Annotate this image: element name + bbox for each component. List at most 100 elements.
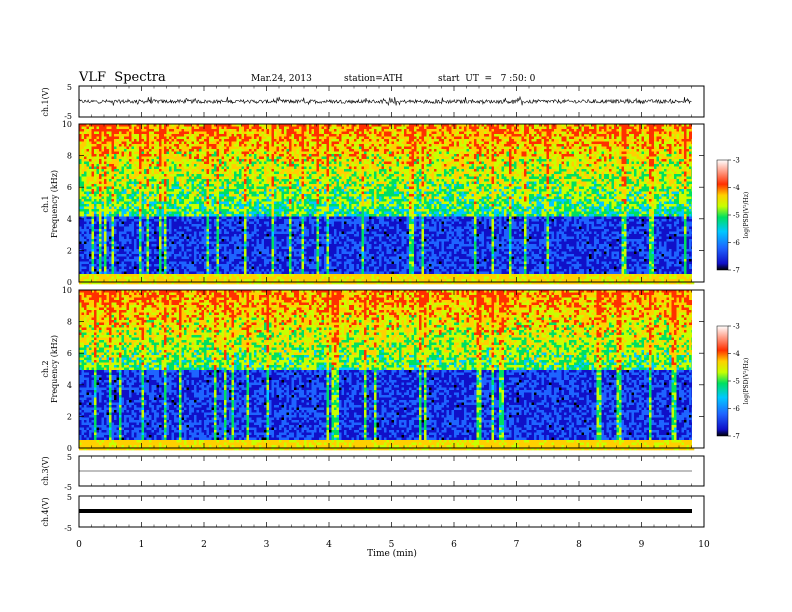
spectrogram-cell (139, 229, 142, 232)
spectrogram-cell (117, 237, 120, 240)
spectrogram-cell (159, 142, 162, 145)
spectrogram-cell (124, 209, 127, 212)
spectrogram-cell (149, 144, 152, 147)
spectrogram-cell (159, 169, 162, 172)
spectrogram-cell (184, 142, 187, 145)
spectrogram-cell (112, 234, 115, 237)
spectrogram-cell (167, 174, 170, 177)
spectrogram-cell (112, 129, 115, 132)
spectrogram-cell (127, 172, 130, 175)
spectrogram-cell (162, 267, 165, 270)
spectrogram-cell (89, 137, 92, 140)
spectrogram-cell (129, 129, 132, 132)
spectrogram-cell (107, 184, 110, 187)
spectrogram-cell (149, 159, 152, 162)
spectrogram-cell (87, 192, 90, 195)
spectrogram-cell (154, 157, 157, 160)
spectrogram-cell (149, 239, 152, 242)
spectrogram-cell (82, 194, 85, 197)
spectrogram-cell (182, 157, 185, 160)
spectrogram-cell (102, 262, 105, 265)
spectrogram-cell (187, 202, 190, 205)
spectrogram-cell (124, 242, 127, 245)
spectrogram-cell (92, 214, 95, 217)
spectrogram-cell (132, 227, 135, 230)
spectrogram-cell (147, 149, 150, 152)
spectrogram-cell (172, 142, 175, 145)
spectrogram-cell (164, 252, 167, 255)
spectrogram-cell (122, 152, 125, 155)
spectrogram-cell (82, 144, 85, 147)
spectrogram-cell (127, 207, 130, 210)
spectrogram-cell (162, 164, 165, 167)
spectrogram-cell (144, 222, 147, 225)
spectrogram-cell (107, 234, 110, 237)
spectrogram-cell (137, 252, 140, 255)
spectrogram-cell (177, 217, 180, 220)
spectrogram-cell (167, 164, 170, 167)
spectrogram-cell (139, 219, 142, 222)
spectrogram-cell (87, 129, 90, 132)
spectrogram-cell (169, 182, 172, 185)
spectrogram-cell (139, 169, 142, 172)
spectrogram-cell (119, 129, 122, 132)
spectrogram-cell (147, 174, 150, 177)
spectrogram-cell (104, 152, 107, 155)
spectrogram-cell (112, 259, 115, 262)
spectrogram-cell (154, 272, 157, 275)
spectrogram-cell (142, 182, 145, 185)
spectrogram-cell (99, 157, 102, 160)
spectrogram-cell (117, 132, 120, 135)
spectrogram-cell (119, 237, 122, 240)
spectrogram-cell (159, 174, 162, 177)
spectrogram-cell (109, 272, 112, 275)
spectrogram-cell (149, 247, 152, 250)
spectrogram-cell (174, 137, 177, 140)
spectrogram-cell (97, 277, 100, 280)
spectrogram-cell (152, 152, 155, 155)
spectrogram-cell (107, 182, 110, 185)
spectrogram-cell (129, 214, 132, 217)
spectrogram-cell (177, 172, 180, 175)
spectrogram-cell (139, 162, 142, 165)
spectrogram-cell (174, 229, 177, 232)
spectrogram-cell (109, 164, 112, 167)
spectrogram-cell (149, 269, 152, 272)
spectrogram-cell (112, 169, 115, 172)
spectrogram-cell (169, 254, 172, 257)
spectrogram-cell (99, 154, 102, 157)
spectrogram-cell (102, 269, 105, 272)
spectrogram-cell (94, 212, 97, 215)
spectrogram-cell (94, 257, 97, 260)
spectrogram-cell (89, 189, 92, 192)
spectrogram-cell (152, 212, 155, 215)
spectrogram-cell (119, 182, 122, 185)
spectrogram-cell (114, 172, 117, 175)
spectrogram-cell (112, 269, 115, 272)
spectrogram-cell (139, 259, 142, 262)
spectrogram-cell (144, 139, 147, 142)
spectrogram-cell (112, 179, 115, 182)
spectrogram-cell (162, 187, 165, 190)
spectrogram-cell (82, 152, 85, 155)
spectrogram-cell (159, 167, 162, 170)
spectrogram-cell (124, 192, 127, 195)
spectrogram-cell (149, 197, 152, 200)
spectrogram-cell (117, 274, 120, 277)
spectrogram-cell (167, 144, 170, 147)
spectrogram-cell (109, 157, 112, 160)
spectrogram-cell (84, 154, 87, 157)
spectrogram-cell (169, 164, 172, 167)
spectrogram-cell (147, 204, 150, 207)
spectrogram-cell (137, 244, 140, 247)
spectrogram-cell (167, 177, 170, 180)
spectrogram-cell (184, 194, 187, 197)
spectrogram-cell (124, 134, 127, 137)
spectrogram-cell (172, 219, 175, 222)
spectrogram-cell (84, 182, 87, 185)
spectrogram-cell (137, 149, 140, 152)
spectrogram-cell (187, 149, 190, 152)
spectrogram-cell (94, 234, 97, 237)
spectrogram-cell (142, 154, 145, 157)
spectrogram-cell (189, 159, 192, 162)
